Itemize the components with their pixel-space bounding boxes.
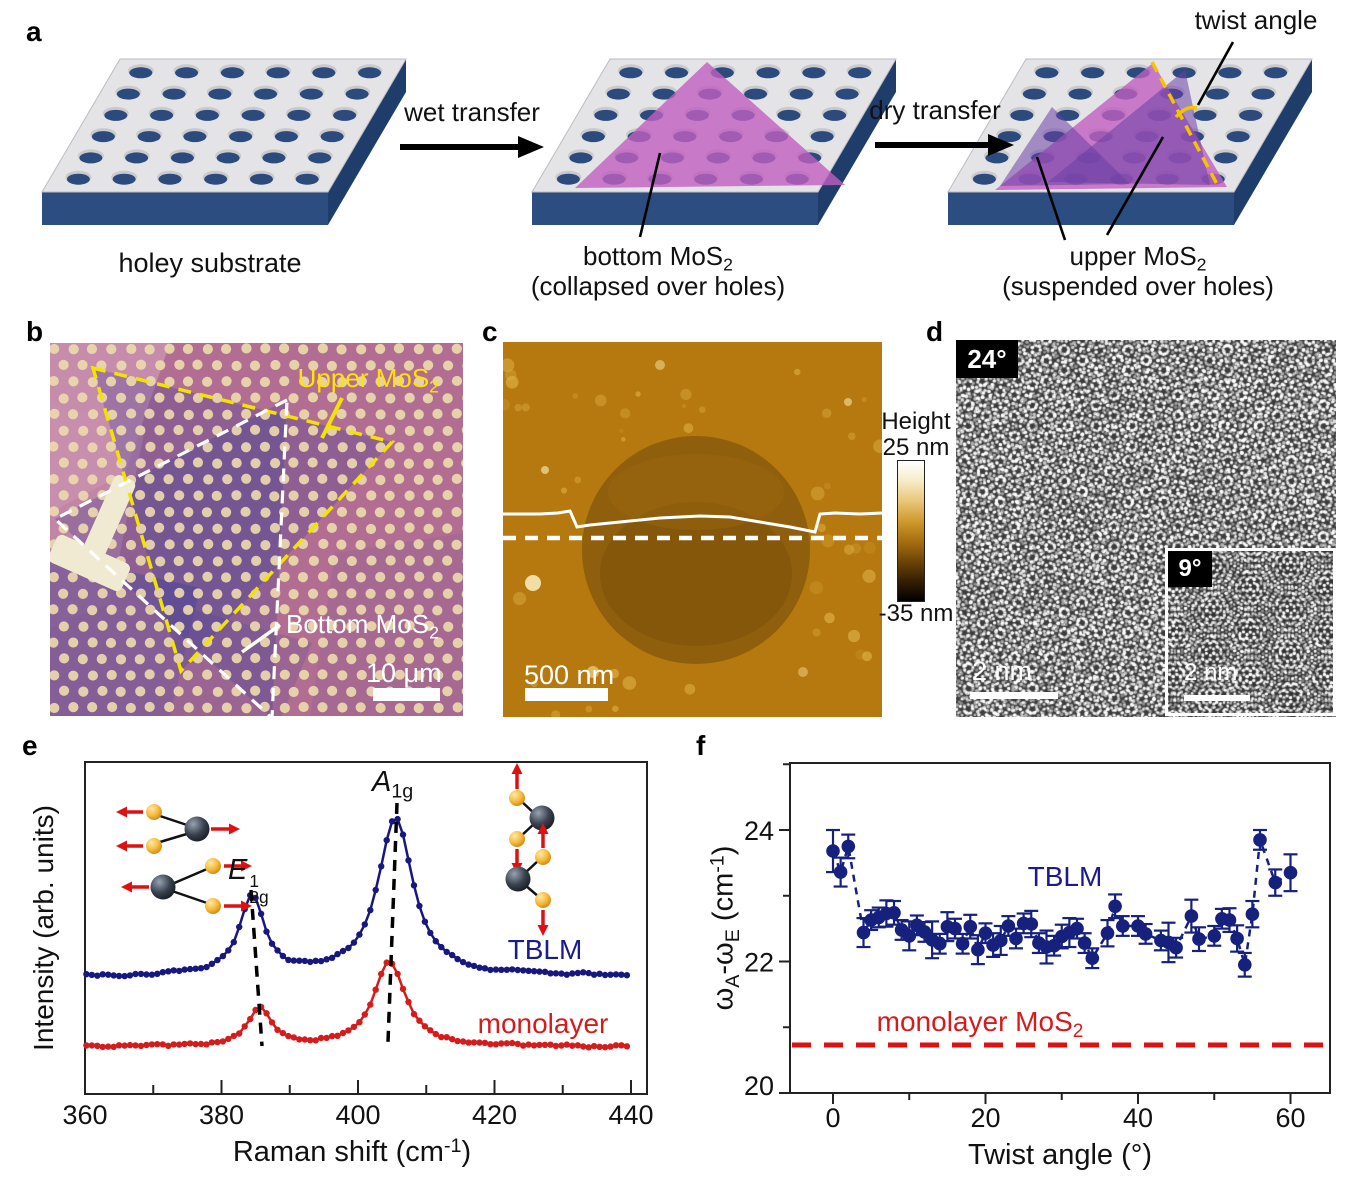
panel-e-letter: e — [22, 730, 38, 761]
twist-plot-frame — [789, 762, 1331, 1094]
holey-substrate-caption: holey substrate — [118, 248, 302, 278]
tblm-error-bars — [826, 828, 1298, 978]
bottom-pointer — [240, 623, 282, 654]
bottom-mos2-annotation: Bottom MoS2 — [286, 609, 439, 643]
twist-xtick-label: 0 — [825, 1103, 840, 1133]
pointer-line — [1196, 41, 1235, 106]
hole-array-dots — [50, 343, 463, 714]
twist-ylabel: ωA-ωE (cm-1) — [706, 845, 744, 1011]
pointer-line — [1035, 156, 1067, 241]
bottom-mos2-paren: (collapsed over holes) — [530, 270, 786, 301]
substrate — [41, 58, 407, 225]
panel-a-letter: a — [26, 16, 42, 47]
raman-xtick-label: 440 — [608, 1100, 653, 1130]
tblm-data-points — [826, 833, 1298, 972]
tblm-series-label: TBLM — [507, 934, 583, 965]
panel-b-optical-image — [50, 343, 463, 716]
twist-ytick-label: 22 — [744, 948, 774, 978]
raman-markers-monolayer — [83, 959, 631, 1051]
colorbar-title: Height — [881, 408, 951, 435]
upper-mos2-caption: upper MoS2 (suspended over holes) — [962, 241, 1314, 302]
tblm-label-f: TBLM — [1027, 861, 1103, 892]
twist-xtick-label: 60 — [1275, 1103, 1305, 1133]
tem-angle-24-badge: 24° — [956, 340, 1018, 378]
scale-bar-10um — [373, 688, 440, 701]
scale-bar-500nm — [525, 688, 608, 701]
raman-xtick-label: 400 — [335, 1100, 380, 1130]
scale-bar-2nm-inset — [1184, 695, 1250, 701]
panel-a-schematic — [41, 41, 1313, 241]
twist-xtick-label: 20 — [970, 1103, 1000, 1133]
bottom-mos2-outline — [52, 397, 289, 716]
pointer-line — [1105, 136, 1165, 236]
a1g-peak-label: A1g — [372, 766, 414, 803]
raman-plot-frame — [84, 761, 648, 1095]
scale-bar-2nm-inset-label: 2 nm — [1184, 659, 1238, 686]
raman-markers-TBLM — [83, 815, 631, 980]
scale-bar-10um-label: 10 μm — [366, 658, 442, 688]
scale-bar-2nm-main-label: 2 nm — [972, 656, 1033, 686]
raman-xtick-label: 420 — [472, 1100, 517, 1130]
e2g-guide — [249, 889, 264, 1047]
monolayer-series-label: monolayer — [477, 1008, 609, 1039]
a1g-mode-icon — [505, 763, 555, 936]
monolayer-ref-label: monolayer MoS2 — [876, 1006, 1084, 1043]
height-profile-line — [503, 509, 882, 534]
panel-e-raman-plot: 360 380 400 420 440 — [62, 761, 654, 1130]
alignment-marker — [50, 475, 136, 592]
colorbar-max-label: 25 nm — [882, 434, 950, 461]
pointer-line — [638, 152, 662, 238]
twist-xtick-label: 40 — [1123, 1103, 1153, 1133]
upper-mos2-outline — [90, 365, 396, 675]
tem-angle-9-badge: 9° — [1168, 551, 1212, 587]
wet-transfer-label: wet transfer — [404, 97, 540, 127]
bottom-mos2-sub: 2 — [723, 254, 733, 275]
colorbar-min-label: -35 nm — [878, 600, 954, 627]
panel-d-inset: 9° 2 nm — [1165, 548, 1336, 716]
panel-c-letter: c — [482, 316, 498, 347]
panel-b-letter: b — [26, 316, 44, 347]
scale-bar-2nm-main — [970, 692, 1058, 699]
twist-ytick-label: 24 — [744, 816, 774, 846]
raman-xtick-label: 360 — [62, 1100, 107, 1130]
height-colorbar — [897, 460, 925, 602]
raman-xlabel: Raman shift (cm-1) — [232, 1135, 472, 1168]
e2g-peak-label: E 1 2g — [228, 854, 269, 908]
raman-ylabel: Intensity (arb. units) — [28, 805, 59, 1051]
upper-mos2-flake-small — [1000, 107, 1130, 186]
twist-ytick-label: 20 — [744, 1071, 774, 1101]
twist-angle-dashed-edge — [1150, 61, 1220, 187]
upper-mos2-paren: (suspended over holes) — [1002, 270, 1274, 301]
twist-angle-arc — [1174, 105, 1198, 119]
bottom-mos2-flake — [575, 62, 845, 188]
raman-xtick-label: 380 — [199, 1100, 244, 1130]
e2g-mode-icon — [116, 804, 252, 914]
scale-bar-500nm-label: 500 nm — [524, 660, 615, 690]
upper-mos2-text: upper MoS — [1069, 241, 1197, 271]
bottom-mos2-caption: bottom MoS2 (collapsed over holes) — [508, 241, 808, 302]
panel-d-letter: d — [926, 316, 944, 347]
panel-c-afm-image — [503, 342, 882, 717]
upper-mos2-annotation: Upper MoS2 — [297, 363, 439, 397]
a1g-guide — [386, 802, 399, 1043]
upper-mos2-sub: 2 — [1196, 254, 1207, 275]
twist-xlabel: Twist angle (°) — [967, 1139, 1153, 1171]
twist-angle-label: twist angle — [1194, 5, 1318, 35]
upper-pointer — [320, 397, 344, 439]
dry-transfer-label: dry transfer — [869, 95, 1001, 125]
bottom-mos2-text: bottom MoS — [582, 241, 724, 271]
panel-f-letter: f — [696, 730, 706, 761]
panel-f-twist-plot: 20 22 24 0 20 40 60 — [744, 762, 1331, 1133]
